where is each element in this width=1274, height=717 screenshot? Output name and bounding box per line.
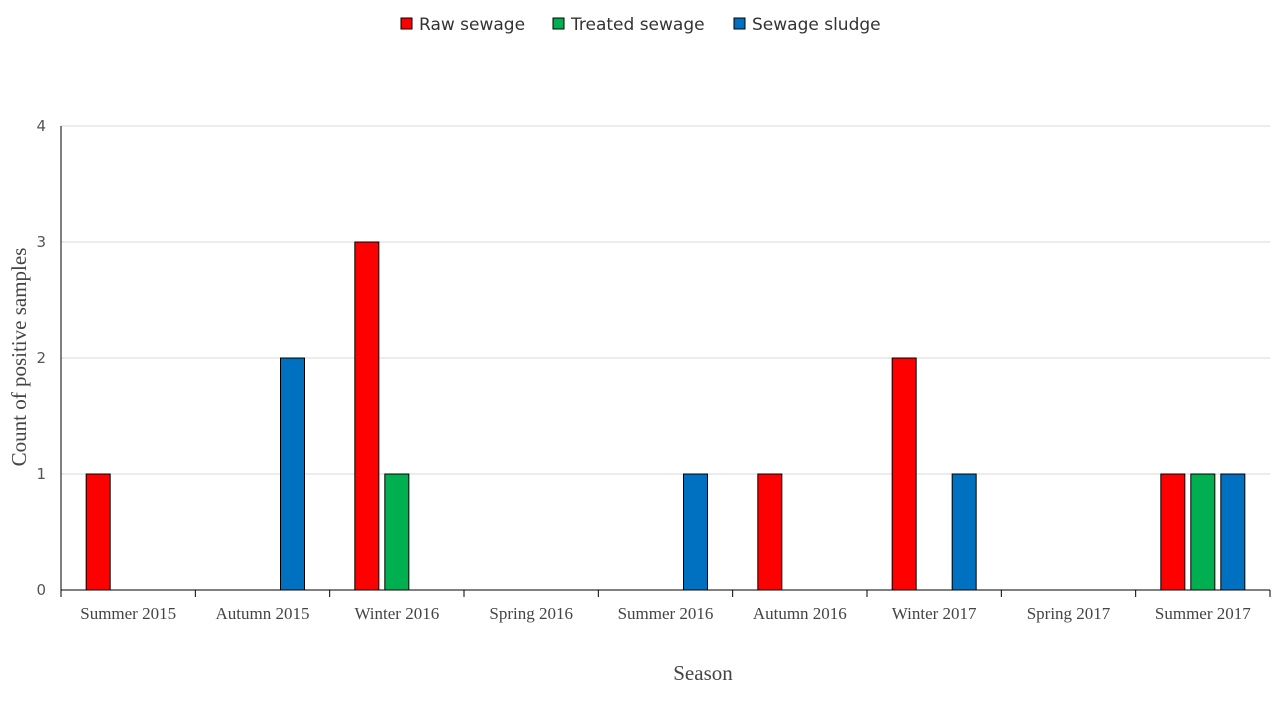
bar-sewage-sludge [1220, 473, 1246, 591]
bar-treated-sewage [384, 473, 410, 591]
legend-label: Raw sewage [419, 15, 525, 35]
x-tick-label: Winter 2017 [892, 604, 977, 623]
bar-raw-sewage [757, 473, 783, 591]
x-tick-label: Summer 2017 [1155, 604, 1251, 623]
y-tick-label: 4 [36, 117, 46, 135]
legend-swatch [552, 17, 565, 30]
y-tick-label: 1 [36, 465, 46, 483]
x-tick-label: Summer 2015 [80, 604, 176, 623]
y-tick-label: 0 [36, 581, 46, 599]
legend-swatch [733, 17, 746, 30]
x-axis-title: Season [673, 661, 733, 685]
bar-treated-sewage [1190, 473, 1216, 591]
y-tick-label: 3 [36, 233, 46, 251]
legend-swatch [400, 17, 413, 30]
x-tick-label: Autumn 2016 [753, 604, 847, 623]
x-tick-label: Winter 2016 [354, 604, 439, 623]
bars [85, 241, 1246, 591]
legend-label: Sewage sludge [752, 15, 881, 35]
bar-sewage-sludge [280, 357, 305, 591]
legend-label: Treated sewage [570, 15, 705, 35]
x-tick-label: Summer 2016 [618, 604, 714, 623]
bar-sewage-sludge [683, 473, 708, 591]
x-tick-label: Spring 2017 [1027, 604, 1111, 623]
bar-raw-sewage [1160, 473, 1186, 591]
tick-labels: 0 1 2 3 4 Summer 2015 Autumn 2015 Winter 2016 Sp… [36, 117, 1251, 623]
bar-sewage-sludge [951, 473, 977, 591]
y-tick-label: 2 [36, 349, 46, 367]
x-tick-label: Spring 2016 [489, 604, 573, 623]
axes [60, 126, 1271, 597]
gridlines [61, 125, 1270, 475]
y-axis-title: Count of positive samples [7, 248, 31, 467]
bar-raw-sewage [354, 241, 380, 591]
x-tick-label: Autumn 2015 [216, 604, 310, 623]
bar-raw-sewage [891, 357, 917, 591]
bar-raw-sewage [85, 473, 111, 591]
legend: Raw sewage Treated sewage Sewage sludge [400, 15, 881, 35]
